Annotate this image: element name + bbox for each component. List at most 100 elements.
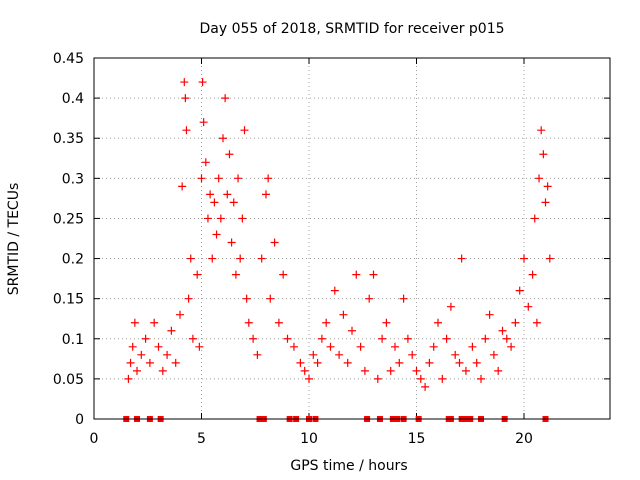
data-point <box>219 134 227 143</box>
data-point <box>208 254 217 263</box>
data-point <box>253 350 262 359</box>
x-tick-labels: 0 5 10 15 20 <box>90 431 533 447</box>
data-point <box>274 318 283 327</box>
data-point <box>313 358 322 367</box>
data-point <box>216 214 225 223</box>
y-tick-labels: 0 0.05 0.1 0.15 0.2 0.25 0.3 0.35 0.4 0.45 <box>53 51 84 428</box>
data-point <box>524 302 533 311</box>
data-point <box>212 230 221 239</box>
data-point <box>543 182 552 191</box>
data-point <box>477 374 485 383</box>
data-point <box>234 174 243 183</box>
data-point <box>352 270 361 279</box>
y-tick-label: 0.1 <box>62 332 84 348</box>
data-point <box>176 310 184 319</box>
chart-grid <box>94 58 610 419</box>
data-point <box>195 342 204 351</box>
data-point <box>133 366 141 375</box>
data-point <box>373 374 382 383</box>
data-point <box>356 342 365 351</box>
data-point <box>223 190 232 199</box>
data-point <box>145 358 154 367</box>
data-point <box>203 214 212 223</box>
data-point <box>128 342 137 351</box>
data-point <box>171 358 180 367</box>
data-point <box>163 350 172 359</box>
data-point <box>289 342 298 351</box>
chart-title: Day 055 of 2018, SRMTID for receiver p01… <box>199 21 504 37</box>
y-tick-label: 0.2 <box>62 252 84 268</box>
data-point <box>186 254 195 263</box>
y-tick-label: 0.25 <box>53 211 84 227</box>
data-point <box>472 358 481 367</box>
data-point <box>227 238 236 247</box>
data-point <box>326 342 335 351</box>
data-point <box>468 342 477 351</box>
data-point <box>193 270 202 279</box>
data-point <box>206 190 215 199</box>
data-point <box>236 254 245 263</box>
x-tick-label: 0 <box>90 431 99 447</box>
data-point <box>262 190 270 199</box>
data-point <box>141 334 150 343</box>
x-tick-label: 15 <box>408 431 426 447</box>
data-point <box>507 342 516 351</box>
data-point <box>279 270 288 279</box>
data-point <box>378 334 387 343</box>
data-point <box>451 350 460 359</box>
data-point <box>178 182 187 191</box>
data-point <box>489 350 498 359</box>
data-point <box>446 302 455 311</box>
data-point <box>154 342 163 351</box>
data-point <box>412 366 421 375</box>
data-point <box>231 270 240 279</box>
data-point <box>180 78 189 87</box>
data-point <box>502 334 511 343</box>
data-point <box>535 174 544 183</box>
data-point <box>309 350 318 359</box>
data-point <box>240 126 249 135</box>
data-point <box>335 350 344 359</box>
data-point <box>249 334 258 343</box>
data-point <box>283 334 292 343</box>
data-point <box>197 174 206 183</box>
data-point <box>188 334 197 343</box>
data-point <box>317 334 326 343</box>
data-point <box>158 366 167 375</box>
data-point <box>257 254 266 263</box>
data-point <box>124 374 133 383</box>
data-point <box>369 270 378 279</box>
data-point <box>214 174 223 183</box>
y-axis-label: SRMTID / TECUs <box>6 183 22 296</box>
y-tick-label: 0.15 <box>53 292 84 308</box>
data-point <box>150 318 159 327</box>
data-point <box>434 318 442 327</box>
x-tick-label: 5 <box>197 431 206 447</box>
data-point <box>343 358 352 367</box>
data-point <box>330 286 339 295</box>
data-point <box>229 198 238 207</box>
data-point <box>382 318 391 327</box>
data-point <box>386 366 395 375</box>
data-point <box>442 334 451 343</box>
data-point <box>348 326 356 335</box>
data-point <box>438 374 447 383</box>
data-point <box>305 374 313 383</box>
data-point <box>408 350 417 359</box>
data-point <box>541 198 550 207</box>
x-tick-label: 10 <box>300 431 318 447</box>
plot-frame <box>93 57 611 420</box>
data-point <box>126 358 135 367</box>
data-point <box>528 270 537 279</box>
data-point <box>498 326 507 335</box>
y-tick-label: 0.3 <box>62 171 84 187</box>
data-point <box>455 358 464 367</box>
data-point <box>537 126 546 135</box>
data-point <box>429 342 438 351</box>
data-point <box>130 318 139 327</box>
data-point <box>322 318 331 327</box>
data-point <box>167 326 176 335</box>
data-point <box>425 358 434 367</box>
data-point <box>461 366 470 375</box>
